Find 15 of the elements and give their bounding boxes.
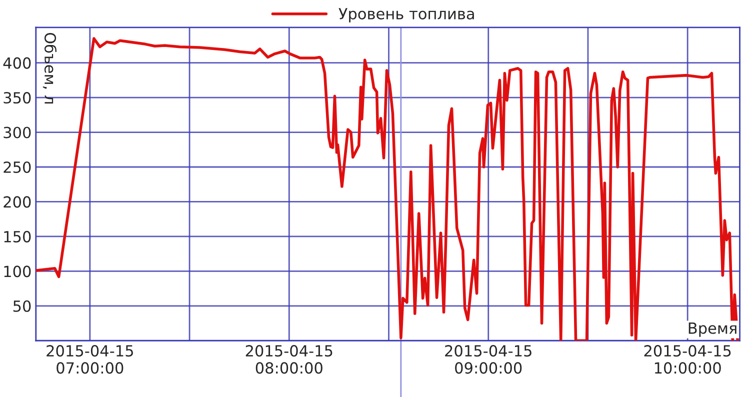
- x-tick-label: 2015-04-15 07:00:00: [46, 345, 133, 374]
- y-tick-label: 250: [4, 161, 31, 174]
- x-tick-label: 2015-04-15 10:00:00: [644, 345, 731, 374]
- y-tick-label: 50: [13, 300, 31, 312]
- x-tick-label: 2015-04-15 08:00:00: [246, 345, 332, 374]
- x-axis-title: Время: [688, 322, 736, 337]
- y-tick-label: 400: [3, 57, 31, 69]
- y-tick-label: 300: [4, 126, 31, 138]
- y-axis-title: Объем, л: [42, 32, 57, 104]
- y-tick-label: 150: [4, 230, 31, 242]
- y-tick-label: 350: [4, 92, 31, 104]
- legend-label: Уровень топлива: [338, 8, 474, 22]
- y-tick-label: 100: [4, 266, 31, 278]
- x-tick-label: 2015-04-15 09:00:00: [445, 345, 532, 374]
- y-tick-label: 200: [4, 196, 31, 208]
